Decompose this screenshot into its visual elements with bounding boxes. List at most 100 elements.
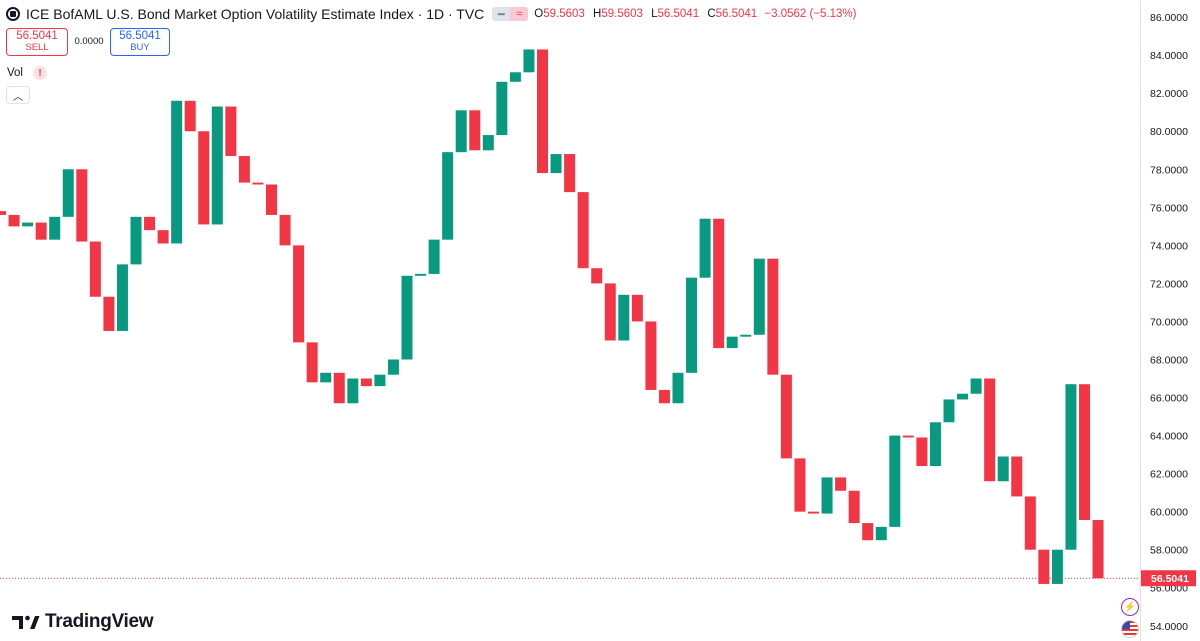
price-tick-label: 78.0000 — [1150, 164, 1188, 176]
candle-body — [442, 152, 454, 240]
candle-body — [89, 241, 101, 297]
sell-price: 56.5041 — [16, 30, 58, 42]
candle-body — [672, 372, 684, 404]
candle-body — [943, 399, 955, 423]
candle-body — [387, 359, 399, 375]
candle-body — [401, 275, 413, 360]
low-value: 56.5041 — [657, 8, 700, 20]
candle-body — [808, 511, 819, 514]
warning-icon[interactable]: ! — [33, 66, 47, 80]
candle-body — [537, 49, 548, 174]
candle-body — [929, 422, 941, 467]
tradingview-logo[interactable]: TradingView — [12, 611, 154, 633]
price-tick-label: 68.0000 — [1150, 354, 1188, 366]
candle-body — [22, 222, 34, 227]
candle-body — [591, 268, 603, 284]
sell-label: SELL — [25, 42, 49, 53]
candle-body — [1092, 520, 1104, 579]
candle-body — [1011, 456, 1023, 497]
candle-body — [428, 239, 440, 274]
candle-body — [103, 296, 115, 331]
candle-body — [266, 184, 277, 215]
display-toggle[interactable]: ━ ≈ — [492, 7, 529, 21]
candle-body — [604, 283, 616, 341]
ohlc-values: O59.5603 H59.5603 L56.5041 C56.5041 −3.0… — [534, 8, 857, 20]
price-tick-label: 54.0000 — [1150, 621, 1188, 633]
price-tick-label: 64.0000 — [1150, 431, 1188, 443]
candle-body — [875, 526, 887, 541]
candle-body — [645, 321, 657, 390]
price-tick-label: 80.0000 — [1150, 126, 1188, 138]
candle-body — [62, 169, 74, 217]
candle-body — [862, 523, 874, 541]
candle-body — [713, 218, 725, 349]
candle-body — [753, 258, 765, 335]
candle-body — [658, 389, 670, 404]
candle-body — [482, 135, 494, 151]
candle-body — [631, 294, 643, 322]
price-tick-label: 66.0000 — [1150, 393, 1188, 405]
candle-body — [374, 374, 386, 387]
candle-body — [767, 258, 779, 375]
close-value: 56.5041 — [715, 8, 758, 20]
candle-body — [469, 110, 481, 151]
price-tick-label: 60.0000 — [1150, 507, 1188, 519]
candle-body — [564, 154, 576, 193]
candle-body — [970, 378, 982, 394]
candle-body — [509, 72, 521, 82]
last-price-badge — [1141, 570, 1196, 587]
buy-label: BUY — [130, 42, 150, 53]
candle-body — [523, 49, 535, 73]
symbol-title[interactable]: ICE BofAML U.S. Bond Market Option Volat… — [26, 6, 485, 22]
chevron-up-icon: ︿ — [13, 91, 23, 103]
lightning-icon[interactable]: ⚡ — [1121, 598, 1139, 616]
candle-body — [1065, 384, 1077, 550]
candle-body — [320, 372, 332, 383]
candle-body — [360, 378, 372, 387]
symbol-header: ICE BofAML U.S. Bond Market Option Volat… — [6, 5, 856, 23]
candle-body — [225, 106, 237, 156]
candle-body — [347, 378, 359, 404]
candle-body — [1038, 549, 1050, 584]
candle-body — [902, 435, 914, 438]
candle-body — [130, 216, 142, 265]
candle-body — [699, 218, 711, 278]
candle-body — [184, 100, 196, 132]
candle-body — [116, 264, 128, 331]
candle-body — [889, 435, 901, 527]
candle-body — [144, 216, 156, 231]
approx-icon[interactable]: ≈ — [510, 7, 529, 21]
candle-body — [238, 155, 250, 183]
candle-body — [726, 336, 738, 349]
candle-body — [157, 230, 169, 244]
candle-body — [211, 106, 223, 225]
candle-body — [916, 437, 928, 467]
candle-body — [35, 222, 47, 240]
candle-body — [333, 372, 345, 404]
candle-body — [957, 393, 969, 400]
sell-button[interactable]: 56.5041 SELL — [6, 28, 68, 56]
candle-body — [686, 277, 698, 373]
price-tick-label: 76.0000 — [1150, 202, 1188, 214]
price-tick-label: 74.0000 — [1150, 240, 1188, 252]
candle-body — [1024, 496, 1036, 550]
candle-body — [8, 214, 20, 227]
candle-body — [496, 81, 508, 136]
us-flag-icon[interactable] — [1121, 620, 1139, 638]
price-tick-label: 86.0000 — [1150, 12, 1188, 24]
candle-body — [577, 192, 589, 269]
candle-body — [0, 211, 6, 215]
spread-value: 0.0000 — [74, 36, 104, 47]
candle-body — [848, 490, 860, 524]
minus-icon[interactable]: ━ — [492, 7, 511, 21]
price-tick-label: 72.0000 — [1150, 278, 1188, 290]
candle-body — [252, 182, 264, 185]
volume-indicator[interactable]: Vol ! — [7, 66, 47, 80]
candle-body — [49, 216, 61, 240]
logo-text: TradingView — [45, 611, 154, 632]
collapse-legend-button[interactable]: ︿ — [6, 86, 30, 104]
volume-label: Vol — [7, 67, 23, 79]
change-value: −3.0562 (−5.13%) — [764, 8, 857, 20]
buy-button[interactable]: 56.5041 BUY — [110, 28, 170, 56]
